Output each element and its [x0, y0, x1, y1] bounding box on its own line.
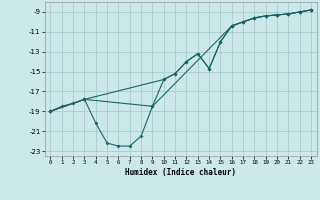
X-axis label: Humidex (Indice chaleur): Humidex (Indice chaleur) — [125, 168, 236, 177]
